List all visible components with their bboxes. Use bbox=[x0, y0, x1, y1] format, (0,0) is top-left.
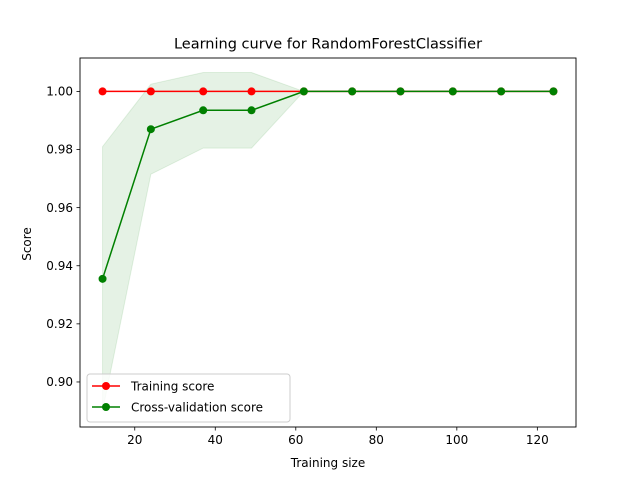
x-tick-label: 40 bbox=[208, 433, 223, 447]
x-axis: 20 40 60 80 100 120 bbox=[127, 427, 549, 447]
y-tick-label: 0.98 bbox=[46, 143, 73, 157]
series-1-band bbox=[102, 72, 554, 412]
x-tick-label: 80 bbox=[369, 433, 384, 447]
y-tick-label: 0.94 bbox=[46, 259, 73, 273]
y-tick-label: 0.92 bbox=[46, 317, 73, 331]
legend-cv-marker bbox=[102, 403, 110, 411]
series-1-point bbox=[299, 87, 308, 96]
x-tick-label: 20 bbox=[127, 433, 142, 447]
legend-cv-label: Cross-validation score bbox=[131, 401, 263, 415]
series-0-point bbox=[146, 87, 155, 96]
y-tick-label: 1.00 bbox=[46, 85, 73, 99]
series-1-line bbox=[101, 90, 554, 280]
plot-frame bbox=[79, 57, 577, 428]
legend-training-label: Training score bbox=[130, 380, 214, 394]
legend: Training score Cross-validation score bbox=[86, 373, 291, 423]
x-tick-label: 120 bbox=[526, 433, 549, 447]
series-1-point bbox=[497, 87, 506, 96]
series-1-point bbox=[98, 274, 107, 283]
plot-area bbox=[98, 72, 558, 412]
series-1-point bbox=[549, 87, 558, 96]
plot-clip-group bbox=[98, 72, 558, 412]
y-axis: 0.90 0.92 0.94 0.96 0.98 1.00 bbox=[46, 85, 80, 389]
chart-title: Learning curve for RandomForestClassifie… bbox=[174, 37, 482, 53]
x-axis-label: Training size bbox=[290, 456, 365, 470]
x-tick-label: 100 bbox=[445, 433, 468, 447]
series-0-point bbox=[247, 87, 256, 96]
y-tick-label: 0.96 bbox=[46, 201, 73, 215]
legend-training-marker bbox=[102, 382, 110, 390]
series-1-point bbox=[348, 87, 357, 96]
series-0-point bbox=[199, 87, 208, 96]
y-tick-label: 0.90 bbox=[46, 375, 73, 389]
series-1-point bbox=[146, 125, 155, 134]
legend-box bbox=[86, 373, 291, 423]
series-1-point bbox=[396, 87, 405, 96]
series-1-point bbox=[199, 106, 208, 115]
x-tick-label: 60 bbox=[288, 433, 303, 447]
y-axis-label: Score bbox=[20, 227, 34, 261]
series-1-point bbox=[448, 87, 457, 96]
series-0-point bbox=[98, 87, 107, 96]
series-1-point bbox=[247, 106, 256, 115]
